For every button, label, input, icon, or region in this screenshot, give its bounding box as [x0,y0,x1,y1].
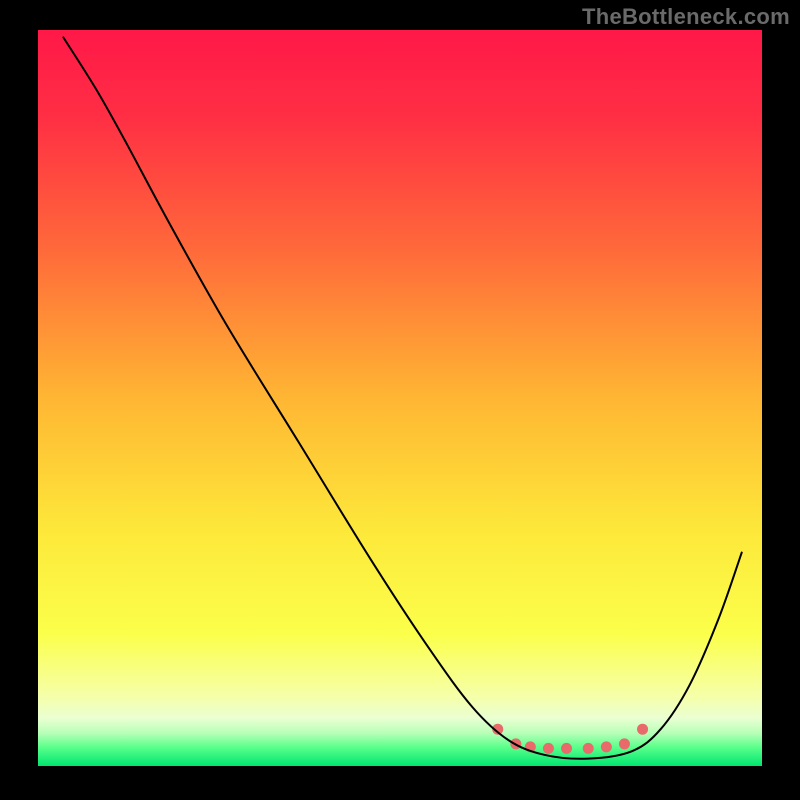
marker-point [637,724,648,735]
bottleneck-curve [63,37,741,758]
marker-point [619,738,630,749]
curve-overlay [38,30,762,766]
plot-area [38,30,762,766]
markers-group [492,724,648,754]
marker-point [561,743,572,754]
chart-container: TheBottleneck.com [0,0,800,800]
marker-point [543,743,554,754]
watermark-text: TheBottleneck.com [582,4,790,30]
marker-point [583,743,594,754]
marker-point [601,741,612,752]
